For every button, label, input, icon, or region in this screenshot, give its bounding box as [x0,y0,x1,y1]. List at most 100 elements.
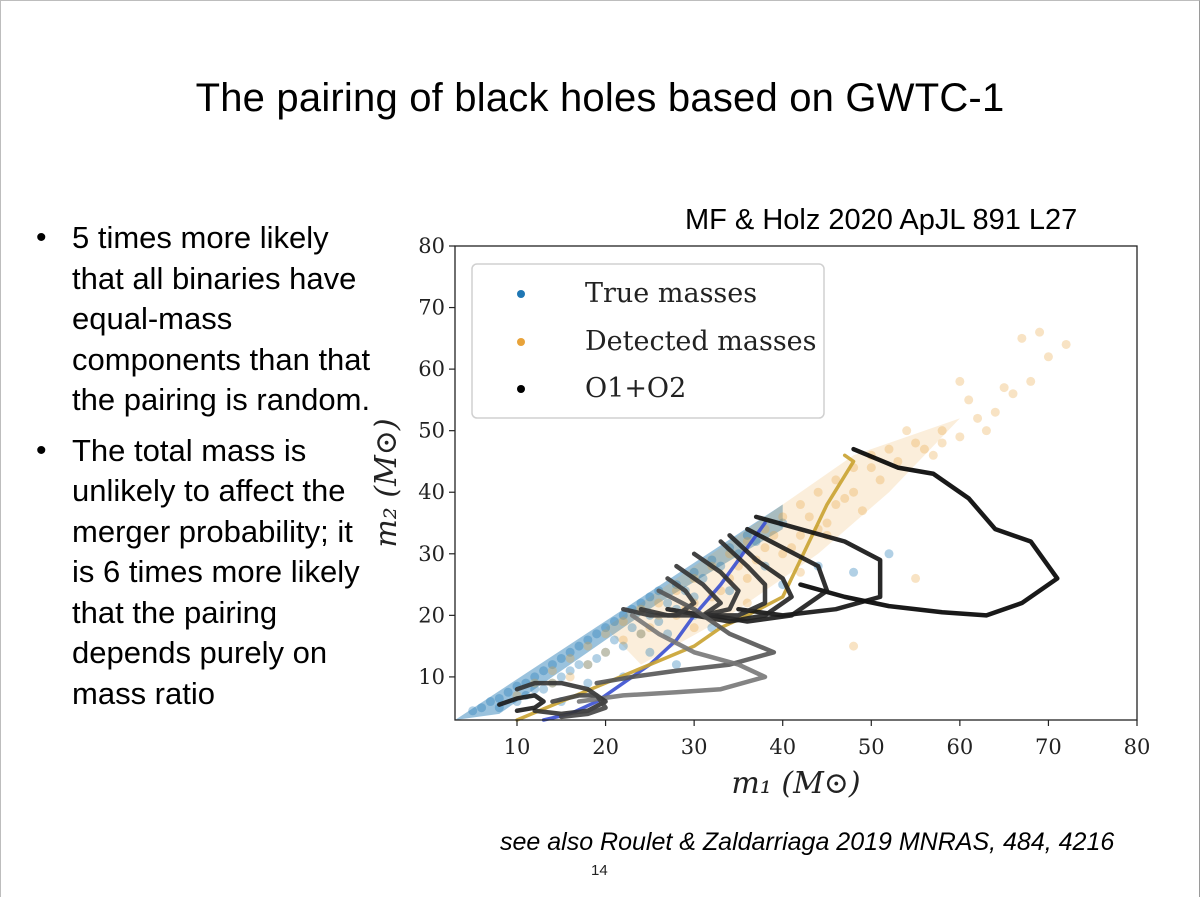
legend-marker-true-masses [517,290,525,298]
scatter-point [769,530,779,540]
scatter-point [530,672,540,682]
x-tick-label: 10 [504,735,531,759]
scatter-point [556,672,566,682]
scatter-point [583,660,593,670]
y-tick-label: 30 [418,542,445,566]
scatter-point [609,635,619,645]
axes-frame [454,245,1138,721]
true-masses-density [455,504,783,720]
legend-label-detected-masses: Detected masses [585,326,817,357]
scatter-point [911,573,921,583]
scatter-point [1061,339,1071,349]
citation-top: MF & Holz 2020 ApJL 891 L27 [685,204,1078,236]
scatter-point [1043,352,1053,362]
scatter-point [618,610,628,620]
scatter-point [485,697,495,707]
scatter-point [928,450,938,460]
contour-line [550,693,608,720]
scatter-point [618,635,628,645]
scatter-point [565,666,575,676]
citation-bottom: see also Roulet & Zaldarriaga 2019 MNRAS… [500,828,1115,856]
contour-line [497,693,546,714]
y-axis-label: m₂ (M⊙) [369,418,404,547]
scatter-point [574,660,584,670]
legend-label-o1-o2: O1+O2 [585,373,686,404]
scatter-point [618,641,628,651]
contour-line [594,588,777,686]
bullet-text: 5 times more likely that all binaries ha… [72,220,371,417]
contour-line [541,521,767,722]
scatter-point [973,413,983,423]
scatter-point [937,426,947,436]
scatter-point [618,617,628,627]
scatter-point [1017,333,1027,343]
bullet-text: The total mass is unlikely to affect the… [72,432,360,711]
x-axis-label: m₁ (M⊙) [731,766,860,801]
scatter-point [574,641,584,651]
legend-label-true-masses: True masses [585,278,757,309]
legend-box [471,263,825,419]
tick-layer: 10 20 30 40 50 60 70 80 10 20 30 40 50 60 70 80 [418,234,1150,759]
y-tick-label: 10 [418,665,445,689]
scatter-point [742,573,752,583]
scatter-point [654,617,664,627]
scatter-point [627,623,637,633]
scatter-point [813,487,823,497]
slide-title: The pairing of black holes based on GWTC… [195,76,1005,120]
scatter-point [565,653,575,663]
contour-line [798,446,1060,618]
legend-marker-detected-masses [517,338,525,346]
scatter-point [778,512,788,522]
scatter-point [583,635,593,645]
scatter-point [601,629,611,639]
y-tick-label: 40 [418,480,445,504]
scatter-point [804,512,814,522]
scatter-point [884,549,894,559]
scatter-point [795,567,805,577]
bullet-item: • The total mass is unlikely to affect t… [36,431,376,715]
scatter-point [964,395,974,405]
scatter-point [990,407,1000,417]
scatter-point [645,647,655,657]
x-tick-label: 30 [681,735,708,759]
scatter-point [831,500,841,510]
scatter-point [866,463,876,473]
bullet-dot-icon: • [36,221,47,254]
detected-masses-density [605,418,960,665]
x-tick-label: 70 [1035,735,1062,759]
bullet-dot-icon: • [36,433,47,467]
scatter-point [601,647,611,657]
scatter-point [795,500,805,510]
scatter-point [893,456,903,466]
bullet-item: • 5 times more likely that all binaries … [36,218,376,421]
scatter-point [565,672,575,682]
contour-line [691,533,794,624]
scatter-point [671,660,681,670]
scatter-point [849,487,859,497]
x-tick-label: 20 [592,735,619,759]
x-tick-label: 50 [858,735,885,759]
scatter-point [1035,327,1045,337]
x-tick-label: 80 [1124,735,1151,759]
scatter-point [601,647,611,657]
scatter-point [530,684,540,694]
y-tick-label: 70 [418,296,445,320]
scatter-point [636,629,646,639]
scatter-point [636,629,646,639]
y-tick-label: 80 [418,234,445,258]
y-tick-label: 60 [418,357,445,381]
scatter-point [609,617,619,627]
scatter-point [503,687,513,697]
scatter-point [547,660,557,670]
scatter-point [937,438,947,448]
contour-line [709,526,830,624]
scatter-point [875,475,885,485]
scatter-point [884,444,894,454]
page-number: 14 [591,862,608,879]
scatter-point [955,376,965,386]
scatter-point [849,567,859,577]
scatter-point [583,641,593,651]
y-tick-label: 50 [418,419,445,443]
scatter-point [689,623,699,633]
